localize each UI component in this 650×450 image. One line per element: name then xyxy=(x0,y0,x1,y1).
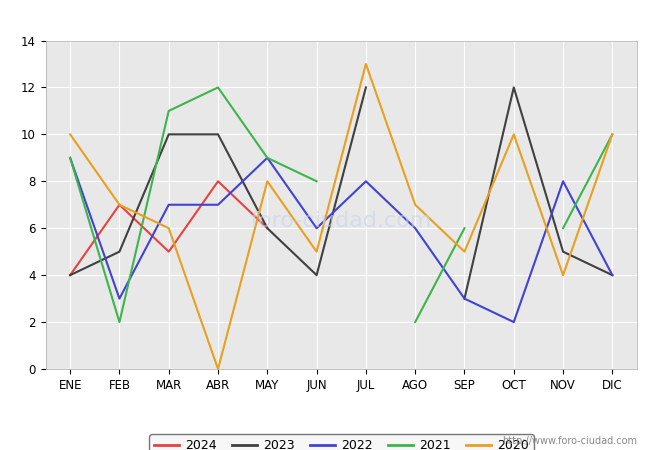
Legend: 2024, 2023, 2022, 2021, 2020: 2024, 2023, 2022, 2021, 2020 xyxy=(149,434,534,450)
Text: Matriculaciones de Vehiculos en Benahadux: Matriculaciones de Vehiculos en Benahadu… xyxy=(157,9,493,24)
Text: foro-ciudad.com: foro-ciudad.com xyxy=(250,211,432,231)
Text: http://www.foro-ciudad.com: http://www.foro-ciudad.com xyxy=(502,436,637,446)
